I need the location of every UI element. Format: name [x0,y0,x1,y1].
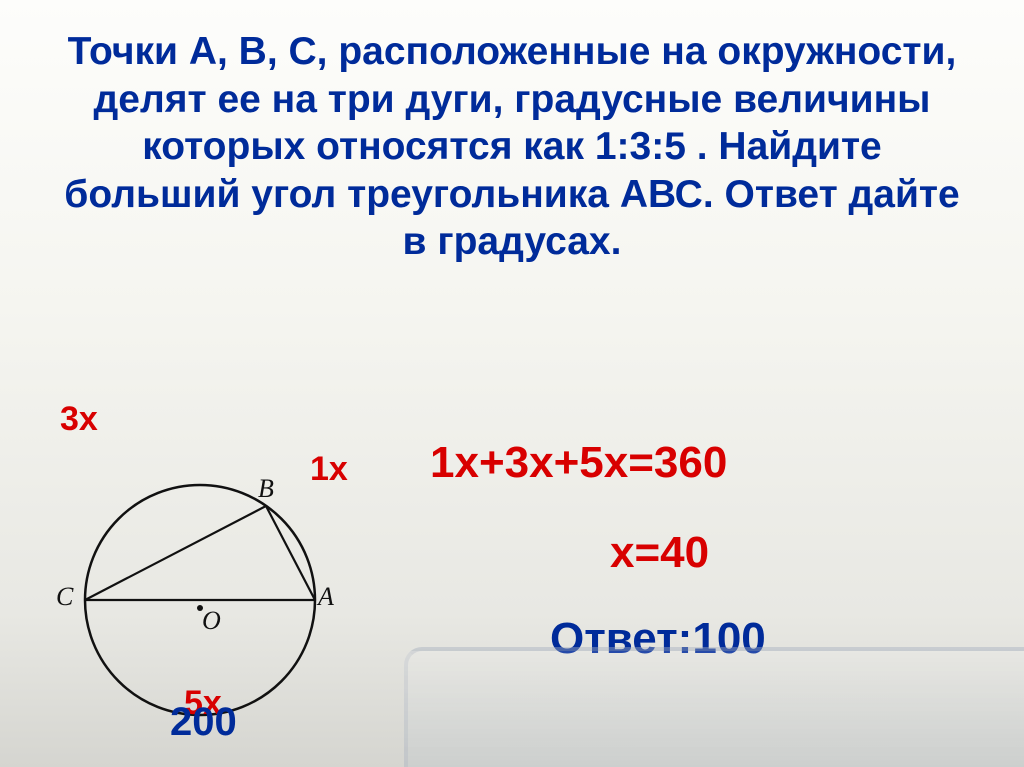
arc-1x-label: 1x [310,450,348,489]
point-b-label: B [258,474,274,504]
equation-x: x=40 [430,528,990,578]
answer-value: 100 [692,614,765,663]
equations-block: 1x+3x+5x=360 x=40 Ответ:100 [430,420,990,664]
point-a-label: A [318,582,334,612]
answer-label: Ответ: [550,614,692,663]
solution-area: C A B O 3x 1x 5x 1x+3x+5x=360 x=40 Ответ… [0,400,1024,760]
arc-3x-label: 3x [60,400,98,439]
answer-line: Ответ:100 [430,614,990,664]
point-c-label: C [56,582,73,612]
problem-title: Точки А, В, С, расположенные на окружнос… [0,0,1024,276]
equation-sum: 1x+3x+5x=360 [430,438,990,488]
largest-arc-degrees: 200 [170,700,237,745]
point-o-label: O [202,606,221,636]
